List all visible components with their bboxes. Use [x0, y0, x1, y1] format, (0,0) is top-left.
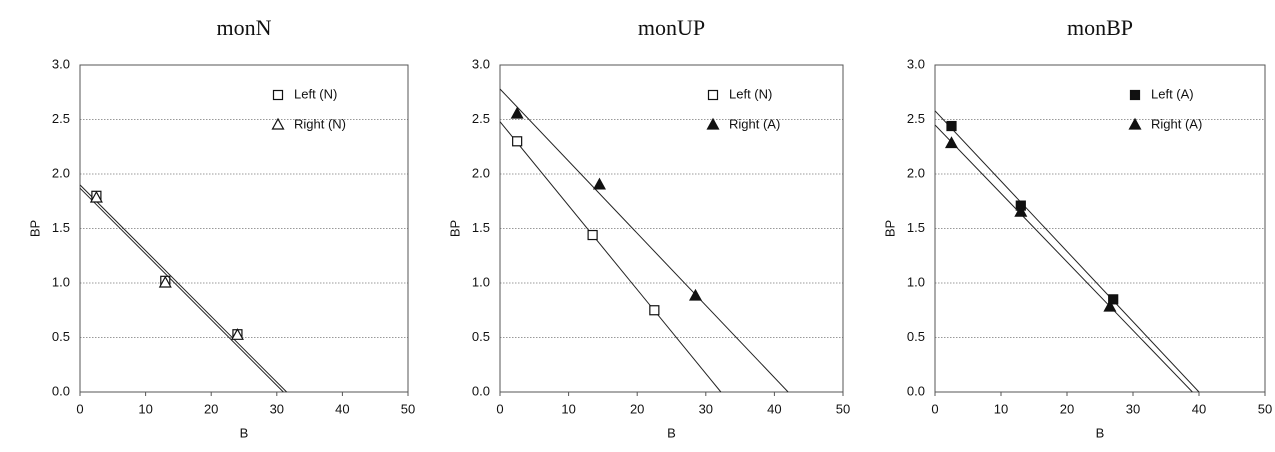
x-tick-label: 0 — [76, 401, 83, 416]
chart-title: monN — [217, 15, 272, 40]
marker — [649, 305, 660, 316]
x-tick-label: 40 — [335, 401, 349, 416]
y-tick-label: 1.5 — [907, 220, 925, 235]
legend-marker — [706, 117, 720, 130]
legend-label: Left (N) — [294, 86, 337, 101]
y-tick-label: 2.0 — [472, 165, 490, 180]
y-tick-label: 1.0 — [52, 274, 70, 289]
y-tick-label: 0.0 — [52, 383, 70, 398]
y-tick-label: 0.0 — [472, 383, 490, 398]
plot-frame — [79, 64, 409, 393]
y-tick-label: 1.5 — [472, 220, 490, 235]
x-tick-label: 30 — [1126, 401, 1140, 416]
x-axis-label: B — [667, 425, 676, 440]
legend-marker — [1129, 89, 1141, 101]
fit-line — [934, 110, 1200, 393]
y-tick-label: 2.5 — [907, 111, 925, 126]
marker — [1103, 299, 1117, 312]
legend-marker — [707, 89, 719, 101]
y-tick-label: 2.5 — [52, 111, 70, 126]
x-tick-label: 40 — [1192, 401, 1206, 416]
chart-title: monUP — [638, 15, 705, 40]
y-tick-label: 3.0 — [472, 56, 490, 71]
legend-label: Left (A) — [1151, 86, 1194, 101]
x-axis-label: B — [1096, 425, 1105, 440]
x-tick-label: 10 — [138, 401, 152, 416]
marker — [230, 328, 244, 340]
x-tick-label: 30 — [699, 401, 713, 416]
x-tick-label: 20 — [204, 401, 218, 416]
plot-frame — [934, 64, 1266, 393]
y-tick-label: 3.0 — [907, 56, 925, 71]
x-tick-label: 50 — [1258, 401, 1272, 416]
legend-label: Right (N) — [294, 116, 346, 131]
legend-marker — [272, 89, 284, 101]
x-tick-label: 50 — [401, 401, 415, 416]
x-axis-label: B — [240, 425, 249, 440]
x-tick-label: 20 — [630, 401, 644, 416]
marker — [1108, 294, 1119, 305]
x-tick-label: 10 — [994, 401, 1008, 416]
y-tick-label: 0.5 — [52, 329, 70, 344]
plot-frame — [499, 64, 844, 393]
marker — [946, 120, 957, 132]
legend-label: Left (N) — [729, 86, 772, 101]
legend-marker — [271, 117, 285, 130]
y-tick-label: 0.5 — [472, 329, 490, 344]
legend-label: Right (A) — [729, 116, 780, 131]
marker — [158, 275, 172, 288]
x-tick-label: 50 — [836, 401, 850, 416]
marker — [688, 288, 703, 301]
fit-line — [499, 121, 722, 393]
y-tick-label: 1.5 — [52, 220, 70, 235]
x-tick-label: 0 — [931, 401, 938, 416]
y-tick-label: 2.0 — [52, 165, 70, 180]
y-tick-label: 0.0 — [907, 383, 925, 398]
fit-line — [79, 184, 287, 393]
x-tick-label: 0 — [496, 401, 503, 416]
marker — [510, 106, 524, 119]
marker — [89, 190, 103, 203]
marker — [512, 136, 523, 147]
y-tick-label: 1.0 — [907, 274, 925, 289]
y-axis-label: BP — [882, 220, 897, 237]
x-tick-label: 10 — [561, 401, 575, 416]
fit-line — [499, 88, 789, 393]
legend-marker — [1128, 117, 1142, 130]
x-tick-label: 40 — [767, 401, 781, 416]
fit-line — [934, 124, 1193, 393]
chart-title: monBP — [1067, 15, 1133, 40]
fit-line — [79, 187, 284, 393]
y-tick-label: 3.0 — [52, 56, 70, 71]
x-tick-label: 30 — [270, 401, 284, 416]
marker — [1014, 204, 1028, 217]
y-axis-label: BP — [27, 220, 42, 237]
marker — [592, 177, 606, 190]
x-tick-label: 20 — [1060, 401, 1074, 416]
marker — [587, 229, 598, 241]
legend-label: Right (A) — [1151, 116, 1202, 131]
y-tick-label: 1.0 — [472, 274, 490, 289]
y-tick-label: 0.5 — [907, 329, 925, 344]
y-tick-label: 2.5 — [472, 111, 490, 126]
marker — [944, 136, 959, 149]
y-axis-label: BP — [447, 220, 462, 237]
y-tick-label: 2.0 — [907, 165, 925, 180]
